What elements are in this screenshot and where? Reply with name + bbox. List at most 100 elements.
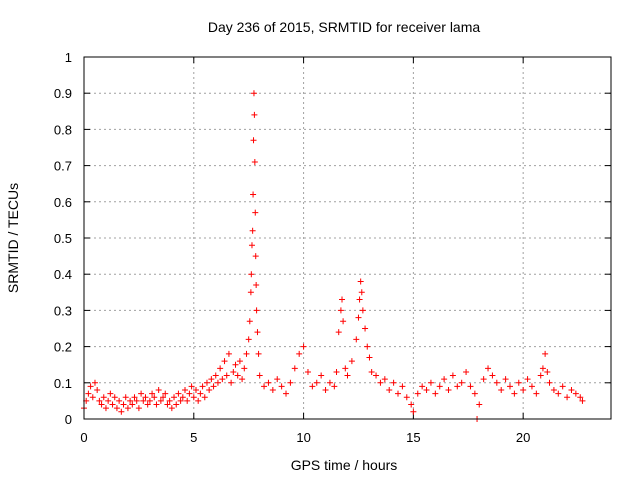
- data-point: [85, 390, 92, 397]
- data-point: [223, 372, 230, 379]
- data-point: [219, 376, 226, 383]
- data-point: [195, 397, 202, 404]
- data-point: [142, 394, 149, 401]
- data-point: [157, 397, 164, 404]
- data-point: [102, 405, 109, 412]
- data-point: [344, 372, 351, 379]
- data-point: [364, 343, 371, 350]
- x-tick-label: 15: [406, 430, 420, 445]
- data-point: [399, 383, 406, 390]
- y-tick-label: 0: [65, 412, 72, 427]
- data-point: [250, 191, 257, 198]
- data-point: [179, 394, 186, 401]
- data-point: [221, 358, 228, 365]
- data-point: [550, 387, 557, 394]
- data-point: [471, 390, 478, 397]
- data-point: [348, 358, 355, 365]
- data-point: [111, 394, 118, 401]
- data-point: [210, 383, 217, 390]
- data-point: [537, 372, 544, 379]
- data-point: [291, 365, 298, 372]
- data-point: [528, 383, 535, 390]
- data-point: [572, 390, 579, 397]
- data-point: [228, 379, 235, 386]
- data-point: [395, 390, 402, 397]
- data-point: [335, 329, 342, 336]
- data-point: [149, 390, 156, 397]
- data-point: [559, 383, 566, 390]
- data-point: [173, 401, 180, 408]
- data-point: [192, 387, 199, 394]
- data-point: [131, 394, 138, 401]
- data-point: [544, 368, 551, 375]
- x-axis-label: GPS time / hours: [291, 457, 398, 473]
- data-point: [278, 383, 285, 390]
- data-point: [116, 397, 123, 404]
- data-point: [201, 394, 208, 401]
- y-tick-label: 0.7: [54, 159, 72, 174]
- data-point: [89, 394, 96, 401]
- data-point: [555, 390, 562, 397]
- data-point: [356, 296, 363, 303]
- data-point: [362, 325, 369, 332]
- data-point: [333, 368, 340, 375]
- data-point: [214, 379, 221, 386]
- data-point: [326, 379, 333, 386]
- data-point: [515, 379, 522, 386]
- data-point: [87, 383, 94, 390]
- data-point: [368, 368, 375, 375]
- y-tick-label: 0.4: [54, 267, 72, 282]
- data-point: [331, 383, 338, 390]
- data-point: [445, 387, 452, 394]
- data-point: [419, 383, 426, 390]
- data-point: [253, 307, 260, 314]
- data-point: [381, 376, 388, 383]
- data-point: [98, 401, 105, 408]
- data-point: [239, 376, 246, 383]
- data-point: [135, 405, 142, 412]
- data-point: [206, 387, 213, 394]
- data-point: [577, 394, 584, 401]
- data-point: [423, 387, 430, 394]
- data-point: [300, 343, 307, 350]
- data-point: [168, 405, 175, 412]
- data-point: [127, 397, 134, 404]
- y-tick-label: 1: [65, 50, 72, 65]
- data-point: [408, 401, 415, 408]
- data-point: [212, 372, 219, 379]
- data-point: [122, 394, 129, 401]
- data-point: [390, 379, 397, 386]
- plot-frame: [83, 56, 612, 420]
- data-point: [309, 383, 316, 390]
- data-point: [480, 376, 487, 383]
- data-point: [373, 372, 380, 379]
- data-point: [252, 209, 259, 216]
- data-point: [177, 397, 184, 404]
- data-point: [366, 354, 373, 361]
- data-point: [265, 379, 272, 386]
- data-point: [283, 390, 290, 397]
- data-point: [463, 368, 470, 375]
- data-point: [506, 383, 513, 390]
- data-point: [160, 394, 167, 401]
- y-tick-label: 0.2: [54, 340, 72, 355]
- data-point: [436, 383, 443, 390]
- data-point: [502, 376, 509, 383]
- data-point: [340, 318, 347, 325]
- data-point: [245, 336, 252, 343]
- data-point: [250, 137, 257, 144]
- data-point: [318, 372, 325, 379]
- y-tick-label: 0.1: [54, 376, 72, 391]
- data-point: [261, 383, 268, 390]
- data-point: [249, 227, 256, 234]
- data-point: [296, 350, 303, 357]
- data-point: [511, 390, 518, 397]
- data-point: [230, 368, 237, 375]
- data-point: [234, 372, 241, 379]
- data-point: [146, 397, 153, 404]
- data-point: [414, 390, 421, 397]
- data-point: [94, 387, 101, 394]
- data-point: [252, 253, 259, 260]
- data-point: [105, 397, 112, 404]
- data-point: [342, 365, 349, 372]
